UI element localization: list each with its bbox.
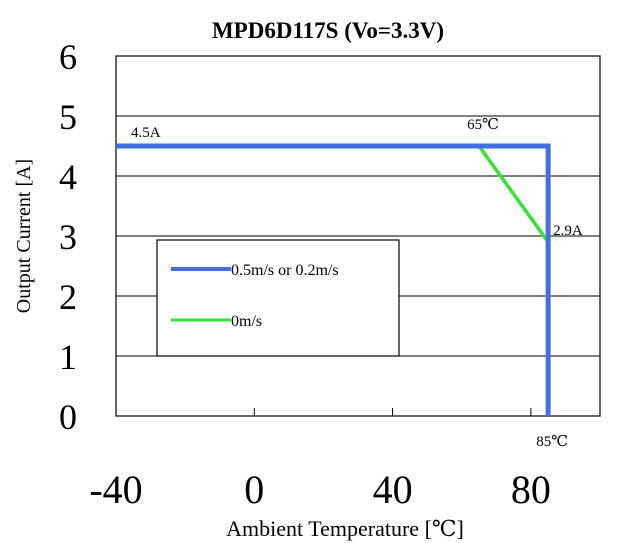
y-tick-labels: 0 1 2 3 4 5 6: [59, 37, 77, 437]
annotation-still-air-current: 2.9A: [553, 223, 583, 239]
y-tick-label-5: 5: [59, 97, 77, 137]
x-tick-label--40: -40: [89, 467, 142, 512]
x-tick-label-0: 0: [244, 467, 264, 512]
x-tick-labels: -40 0 40 80: [89, 467, 551, 512]
plot-frame: [115, 55, 601, 417]
y-tick-label-0: 0: [59, 397, 77, 437]
x-tick-label-40: 40: [373, 467, 413, 512]
y-tick-label-6: 6: [59, 37, 77, 77]
x-axis-label: Ambient Temperature [℃]: [226, 516, 464, 541]
legend-box: [156, 239, 400, 357]
x-tick-marks: [253, 408, 532, 416]
chart-title: MPD6D117S (Vo=3.3V): [212, 18, 444, 43]
legend: 0.5m/s or 0.2m/s 0m/s: [156, 239, 400, 357]
series-lines: [116, 143, 551, 416]
annotation-max-current: 4.5A: [131, 125, 161, 141]
annotation-derating-start: 65℃: [467, 117, 499, 133]
y-tick-label-4: 4: [59, 157, 77, 197]
annotation-max-temperature: 85℃: [536, 434, 568, 450]
legend-label-airflow: 0.5m/s or 0.2m/s: [231, 262, 339, 279]
y-tick-label-1: 1: [59, 337, 77, 377]
y-axis-label: Output Current [A]: [13, 159, 35, 313]
y-tick-label-2: 2: [59, 277, 77, 317]
x-tick-label-80: 80: [511, 467, 551, 512]
series-line-0: [116, 143, 551, 416]
annotations: 4.5A 65℃ 2.9A 85℃: [131, 117, 583, 450]
legend-label-still-air: 0m/s: [231, 313, 262, 330]
y-tick-label-3: 3: [59, 217, 77, 257]
